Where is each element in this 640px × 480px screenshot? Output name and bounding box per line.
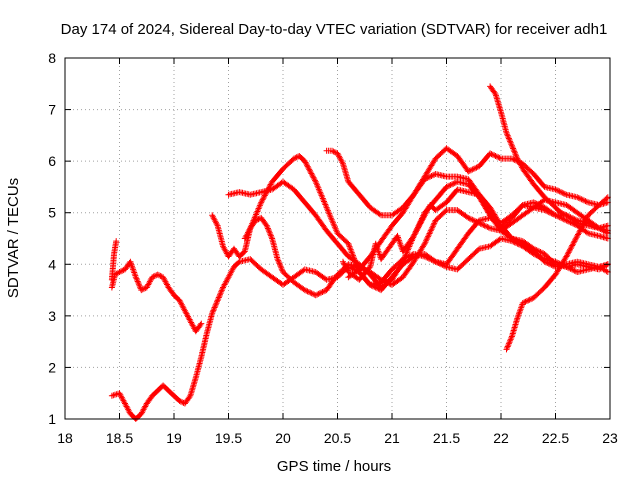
x-tick-labels: 18 18.5 19 19.5 20 20.5 21 21.5 22 22.5 23 [57, 430, 618, 446]
series-markers [108, 238, 120, 283]
chart-title: Day 174 of 2024, Sidereal Day-to-day VTE… [61, 21, 608, 38]
x-tick-label: 22 [493, 430, 509, 446]
x-tick-label: 19 [166, 430, 182, 446]
x-tick-label: 20 [275, 430, 291, 446]
y-tick-label: 3 [48, 308, 56, 324]
x-tick-label: 21.5 [433, 430, 460, 446]
x-tick-label: 20.5 [324, 430, 351, 446]
x-axis-title: GPS time / hours [277, 458, 391, 475]
x-tick-label: 21 [384, 430, 400, 446]
y-tick-label: 8 [48, 50, 56, 66]
y-tick-label: 7 [48, 102, 56, 118]
series-s1 [108, 258, 205, 335]
series-s2 [108, 238, 120, 283]
x-tick-label: 23 [602, 430, 618, 446]
series-markers [503, 194, 611, 353]
x-tick-label: 18 [57, 430, 73, 446]
axis-ticks [64, 57, 611, 420]
x-tick-label: 19.5 [215, 430, 242, 446]
series-markers [108, 258, 205, 335]
x-tick-label: 22.5 [542, 430, 569, 446]
grid-lines [65, 58, 610, 419]
y-tick-label: 6 [48, 153, 56, 169]
series-markers [487, 83, 611, 234]
y-tick-labels: 1 2 3 4 5 6 7 8 [48, 50, 56, 427]
series-s10 [487, 83, 611, 234]
y-tick-label: 5 [48, 205, 56, 221]
data-series [108, 83, 611, 422]
y-tick-label: 1 [48, 411, 56, 427]
x-tick-label: 18.5 [106, 430, 133, 446]
series-markers [340, 186, 611, 283]
series-s11 [503, 194, 611, 353]
series-s8 [340, 186, 611, 283]
y-tick-label: 2 [48, 359, 56, 375]
y-axis-title: SDTVAR / TECUs [5, 178, 22, 298]
y-tick-label: 4 [48, 256, 56, 272]
